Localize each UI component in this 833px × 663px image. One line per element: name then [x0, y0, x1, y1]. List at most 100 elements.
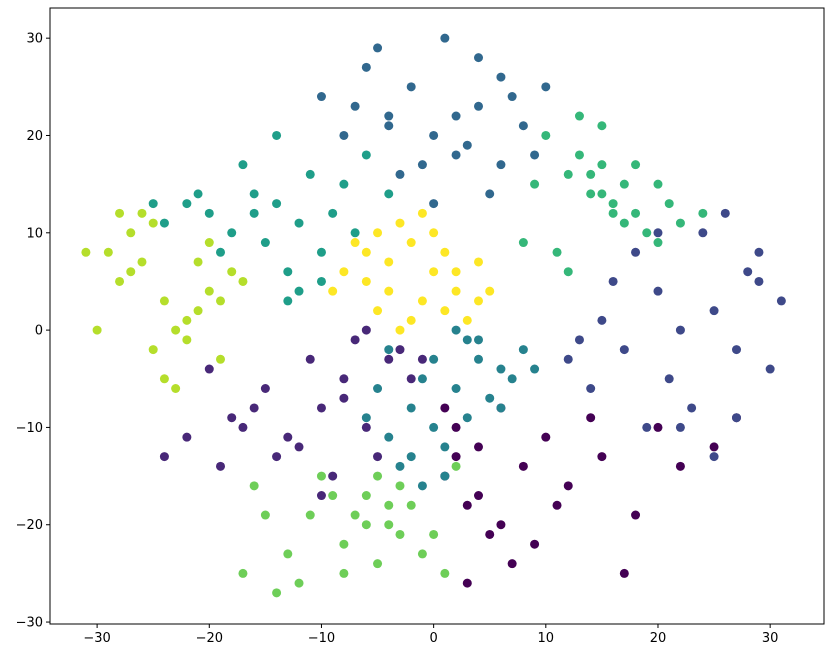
point	[732, 345, 742, 355]
point	[563, 267, 573, 277]
point	[182, 335, 192, 345]
point	[574, 150, 584, 160]
point	[619, 345, 629, 355]
point	[586, 189, 596, 199]
point	[204, 238, 214, 248]
point	[272, 452, 282, 462]
point	[395, 169, 405, 179]
point	[530, 179, 540, 189]
point	[631, 160, 641, 170]
x-tick-label: 30	[762, 631, 779, 646]
point	[238, 160, 248, 170]
point	[496, 160, 506, 170]
point	[159, 452, 169, 462]
point	[474, 257, 484, 267]
point	[530, 150, 540, 160]
point	[260, 238, 270, 248]
point	[361, 422, 371, 432]
point	[451, 111, 461, 121]
point	[496, 403, 506, 413]
point	[474, 491, 484, 501]
point	[709, 306, 719, 316]
x-tick-label: −20	[196, 631, 223, 646]
point	[227, 267, 237, 277]
point	[631, 510, 641, 520]
point	[530, 364, 540, 374]
point	[417, 481, 427, 491]
point	[159, 296, 169, 306]
point	[406, 374, 416, 384]
point	[462, 500, 472, 510]
point	[417, 296, 427, 306]
point	[619, 179, 629, 189]
point	[204, 208, 214, 218]
point	[171, 383, 181, 393]
point	[675, 218, 685, 228]
point	[283, 432, 293, 442]
point	[249, 403, 259, 413]
point	[653, 179, 663, 189]
point	[496, 72, 506, 82]
point	[339, 568, 349, 578]
point	[395, 481, 405, 491]
point	[384, 257, 394, 267]
point	[316, 491, 326, 501]
point	[563, 481, 573, 491]
point	[474, 354, 484, 364]
point	[474, 101, 484, 111]
point	[249, 189, 259, 199]
point	[216, 247, 226, 257]
y-tick-label: −20	[16, 518, 43, 533]
point	[631, 208, 641, 218]
point	[406, 315, 416, 325]
point	[373, 306, 383, 316]
point	[204, 364, 214, 374]
point	[294, 218, 304, 228]
point	[339, 179, 349, 189]
y-tick-label: −10	[16, 421, 43, 436]
point	[193, 306, 203, 316]
point	[485, 529, 495, 539]
point	[429, 228, 439, 238]
point	[294, 442, 304, 452]
point	[732, 413, 742, 423]
point	[440, 306, 450, 316]
x-tick-label: −30	[83, 631, 110, 646]
point	[429, 529, 439, 539]
point	[406, 500, 416, 510]
point	[406, 452, 416, 462]
point	[328, 208, 338, 218]
point	[406, 403, 416, 413]
point	[754, 247, 764, 257]
point	[474, 335, 484, 345]
point	[361, 150, 371, 160]
point	[675, 325, 685, 335]
point	[619, 218, 629, 228]
point	[597, 315, 607, 325]
point	[395, 529, 405, 539]
point	[530, 539, 540, 549]
point	[373, 559, 383, 569]
point	[440, 471, 450, 481]
point	[720, 208, 730, 218]
point	[238, 276, 248, 286]
point	[417, 208, 427, 218]
point	[249, 208, 259, 218]
point	[115, 208, 125, 218]
point	[350, 335, 360, 345]
y-tick-label: 20	[26, 129, 43, 144]
point	[586, 383, 596, 393]
point	[485, 189, 495, 199]
point	[552, 500, 562, 510]
point	[474, 442, 484, 452]
point	[642, 422, 652, 432]
point	[429, 199, 439, 209]
point	[462, 413, 472, 423]
point	[283, 267, 293, 277]
x-tick-label: 10	[538, 631, 555, 646]
point	[709, 442, 719, 452]
point	[597, 160, 607, 170]
point	[171, 325, 181, 335]
point	[462, 578, 472, 588]
point	[182, 432, 192, 442]
